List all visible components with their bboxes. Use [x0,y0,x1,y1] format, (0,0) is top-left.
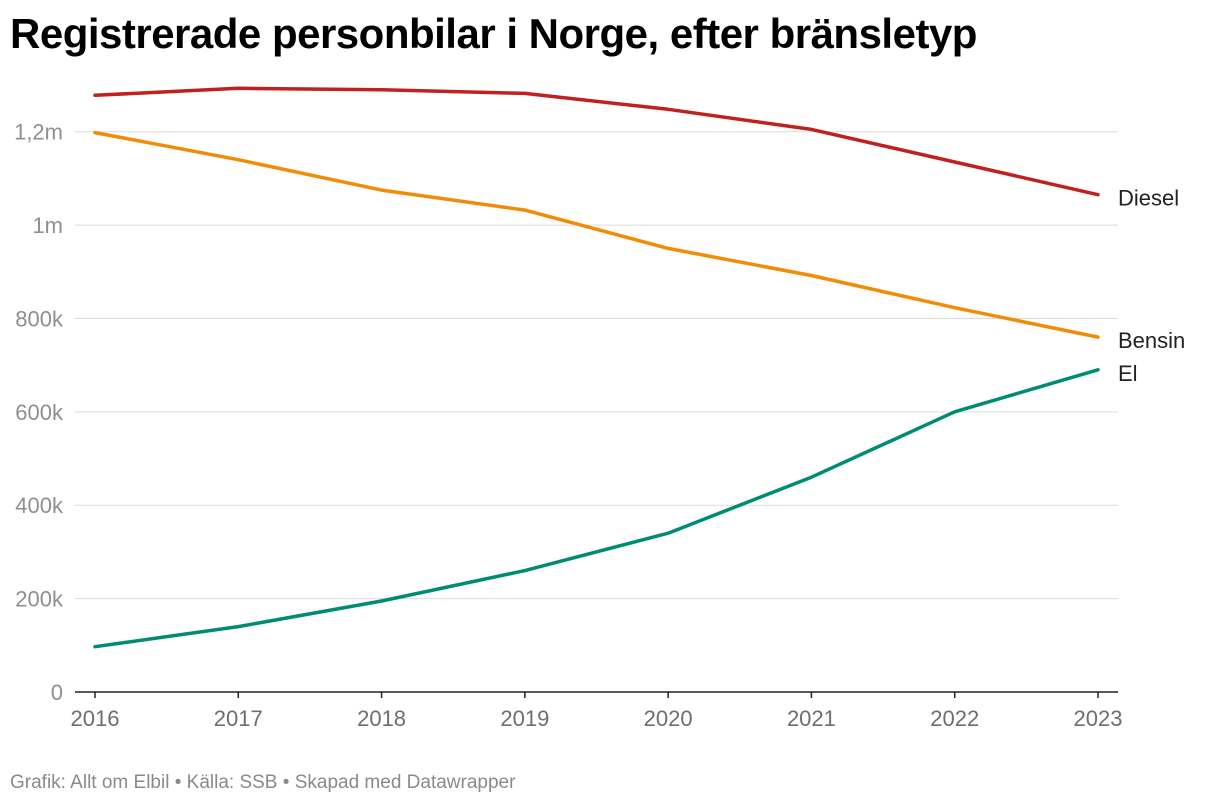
chart-title: Registrerade personbilar i Norge, efter … [10,10,977,57]
y-tick-label: 600k [15,400,64,425]
x-tick-label: 2022 [930,706,979,731]
footer-separator: • [277,772,295,793]
x-tick-label: 2018 [357,706,406,731]
footer-separator: • [169,772,187,793]
y-tick-label: 1,2m [14,120,63,145]
footer-source: Källa: SSB [186,772,278,793]
y-tick-label: 0 [51,680,63,705]
x-tick-label: 2017 [214,706,263,731]
y-tick-label: 200k [15,587,64,612]
x-tick-label: 2020 [644,706,693,731]
series-label-diesel: Diesel [1118,186,1179,211]
y-tick-label: 400k [15,493,64,518]
series-line-diesel [93,86,1100,197]
chart-footer: Grafik: Allt om Elbil • Källa: SSB • Ska… [10,772,515,794]
x-tick-label: 2016 [71,706,120,731]
x-tick-label: 2021 [787,706,836,731]
series-lines [93,86,1100,649]
series-line-el [93,368,1100,649]
y-tick-label: 800k [15,306,64,331]
y-axis-ticks: 0 200k 400k 600k 800k 1m 1,2m [14,120,64,705]
series-labels: Diesel Bensin El [1118,186,1185,386]
series-label-el: El [1118,361,1138,386]
series-label-bensin: Bensin [1118,328,1185,353]
y-tick-label: 1m [32,213,63,238]
series-line-bensin [93,130,1100,339]
x-tick-label: 2023 [1074,706,1123,731]
x-axis-ticks: 2016 2017 2018 2019 2020 2021 2022 2023 [71,692,1123,731]
footer-credit: Grafik: Allt om Elbil [10,772,170,793]
footer-tool: Skapad med Datawrapper [294,772,516,793]
grid-lines [75,131,1118,600]
x-tick-label: 2019 [500,706,549,731]
